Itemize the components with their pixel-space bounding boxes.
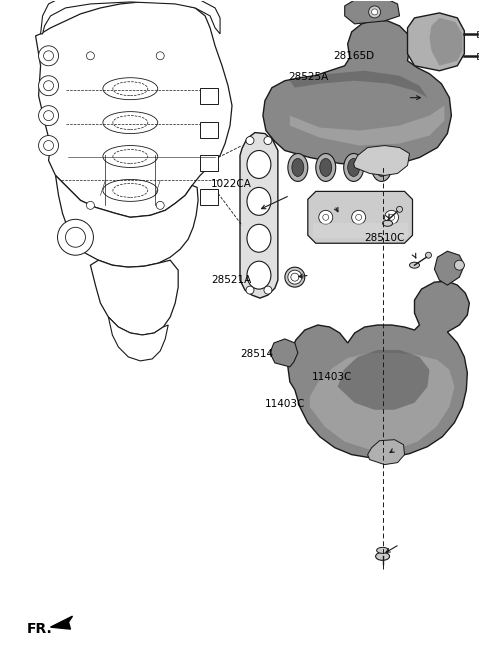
Bar <box>200 88 218 103</box>
Bar <box>200 122 218 138</box>
Circle shape <box>323 214 329 220</box>
Circle shape <box>44 51 54 61</box>
Polygon shape <box>56 176 198 267</box>
Polygon shape <box>434 252 464 285</box>
Polygon shape <box>430 18 462 66</box>
Polygon shape <box>308 191 412 243</box>
Circle shape <box>285 267 305 287</box>
Circle shape <box>369 6 381 18</box>
Circle shape <box>156 201 164 210</box>
Ellipse shape <box>103 111 158 134</box>
Bar <box>200 189 218 206</box>
Circle shape <box>356 214 361 220</box>
Circle shape <box>396 206 403 212</box>
Circle shape <box>86 201 95 210</box>
Text: 28521A: 28521A <box>211 276 252 286</box>
Circle shape <box>38 105 59 126</box>
Polygon shape <box>345 0 399 24</box>
Ellipse shape <box>377 548 389 553</box>
Ellipse shape <box>409 262 420 268</box>
Ellipse shape <box>103 145 158 168</box>
Text: 28525A: 28525A <box>288 71 328 82</box>
Bar <box>477 53 480 59</box>
Ellipse shape <box>113 82 148 96</box>
Polygon shape <box>368 440 405 464</box>
Ellipse shape <box>113 116 148 130</box>
Bar <box>200 155 218 172</box>
Ellipse shape <box>292 159 304 176</box>
Circle shape <box>44 111 54 121</box>
Polygon shape <box>90 260 178 335</box>
Circle shape <box>156 52 164 60</box>
Text: 28514: 28514 <box>240 348 273 359</box>
Bar <box>313 223 408 238</box>
Polygon shape <box>288 281 469 458</box>
Ellipse shape <box>344 153 364 181</box>
Circle shape <box>38 136 59 155</box>
Ellipse shape <box>320 159 332 176</box>
Circle shape <box>288 270 302 284</box>
Ellipse shape <box>288 153 308 181</box>
Polygon shape <box>108 317 168 361</box>
Circle shape <box>389 214 395 220</box>
Ellipse shape <box>376 552 390 560</box>
Polygon shape <box>36 2 232 217</box>
Polygon shape <box>263 20 451 166</box>
Text: 11403C: 11403C <box>265 399 305 409</box>
Ellipse shape <box>372 153 392 181</box>
Polygon shape <box>50 616 72 629</box>
Text: 28165D: 28165D <box>333 51 374 61</box>
Polygon shape <box>240 132 278 298</box>
Ellipse shape <box>247 187 271 215</box>
Polygon shape <box>310 353 455 449</box>
Polygon shape <box>290 71 428 98</box>
Ellipse shape <box>247 224 271 252</box>
Polygon shape <box>41 0 220 34</box>
Ellipse shape <box>113 183 148 197</box>
Polygon shape <box>354 145 409 176</box>
Text: 1022CA: 1022CA <box>211 179 252 189</box>
Polygon shape <box>338 350 430 410</box>
Ellipse shape <box>247 151 271 178</box>
Ellipse shape <box>383 220 393 226</box>
Ellipse shape <box>348 159 360 176</box>
Circle shape <box>291 273 299 281</box>
Ellipse shape <box>103 78 158 100</box>
Circle shape <box>58 219 94 255</box>
Circle shape <box>455 260 464 270</box>
Circle shape <box>425 252 432 258</box>
Circle shape <box>44 81 54 90</box>
Ellipse shape <box>247 261 271 289</box>
Ellipse shape <box>103 179 158 201</box>
Text: FR.: FR. <box>27 622 53 636</box>
Circle shape <box>38 46 59 66</box>
Circle shape <box>44 141 54 151</box>
Polygon shape <box>290 105 444 145</box>
Circle shape <box>264 136 272 145</box>
Circle shape <box>319 210 333 224</box>
Bar <box>477 31 480 37</box>
Polygon shape <box>270 339 298 367</box>
Circle shape <box>372 9 378 15</box>
Ellipse shape <box>113 149 148 164</box>
Circle shape <box>264 286 272 294</box>
Text: 28510C: 28510C <box>364 233 405 243</box>
Ellipse shape <box>316 153 336 181</box>
Circle shape <box>65 227 85 247</box>
Polygon shape <box>408 13 464 71</box>
Ellipse shape <box>376 159 387 176</box>
Circle shape <box>246 136 254 145</box>
Circle shape <box>352 210 366 224</box>
Text: 11403C: 11403C <box>312 372 352 382</box>
Circle shape <box>86 52 95 60</box>
Circle shape <box>384 210 398 224</box>
Circle shape <box>246 286 254 294</box>
Circle shape <box>38 76 59 96</box>
